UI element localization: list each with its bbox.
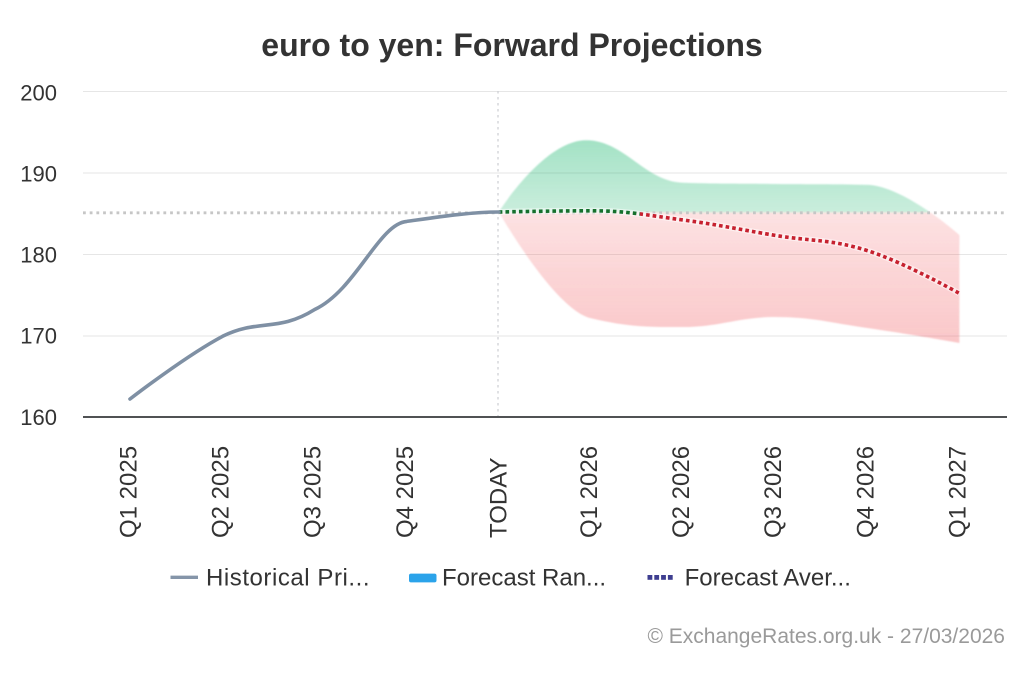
svg-text:TODAY: TODAY bbox=[486, 458, 513, 538]
svg-text:euro to yen: Forward Projectio: euro to yen: Forward Projections bbox=[261, 27, 762, 63]
svg-text:190: 190 bbox=[20, 162, 57, 187]
svg-text:180: 180 bbox=[20, 243, 57, 268]
svg-text:Forecast Aver...: Forecast Aver... bbox=[685, 565, 851, 592]
svg-text:Q1 2027: Q1 2027 bbox=[944, 446, 971, 538]
svg-text:Q4 2026: Q4 2026 bbox=[852, 446, 879, 538]
svg-text:Forecast Ran...: Forecast Ran... bbox=[442, 565, 606, 592]
svg-text:Q1 2026: Q1 2026 bbox=[576, 446, 603, 538]
svg-text:© ExchangeRates.org.uk - 27/03: © ExchangeRates.org.uk - 27/03/2026 bbox=[647, 625, 1005, 648]
svg-text:Historical Pri...: Historical Pri... bbox=[206, 565, 370, 592]
svg-text:160: 160 bbox=[20, 405, 57, 430]
svg-text:170: 170 bbox=[20, 324, 57, 349]
svg-text:Q2 2025: Q2 2025 bbox=[208, 446, 235, 538]
svg-text:Q2 2026: Q2 2026 bbox=[668, 446, 695, 538]
svg-text:200: 200 bbox=[20, 81, 57, 106]
svg-text:Q3 2026: Q3 2026 bbox=[760, 446, 787, 538]
svg-text:Q1 2025: Q1 2025 bbox=[116, 446, 143, 538]
svg-text:Q4 2025: Q4 2025 bbox=[392, 446, 419, 538]
svg-text:Q3 2025: Q3 2025 bbox=[300, 446, 327, 538]
